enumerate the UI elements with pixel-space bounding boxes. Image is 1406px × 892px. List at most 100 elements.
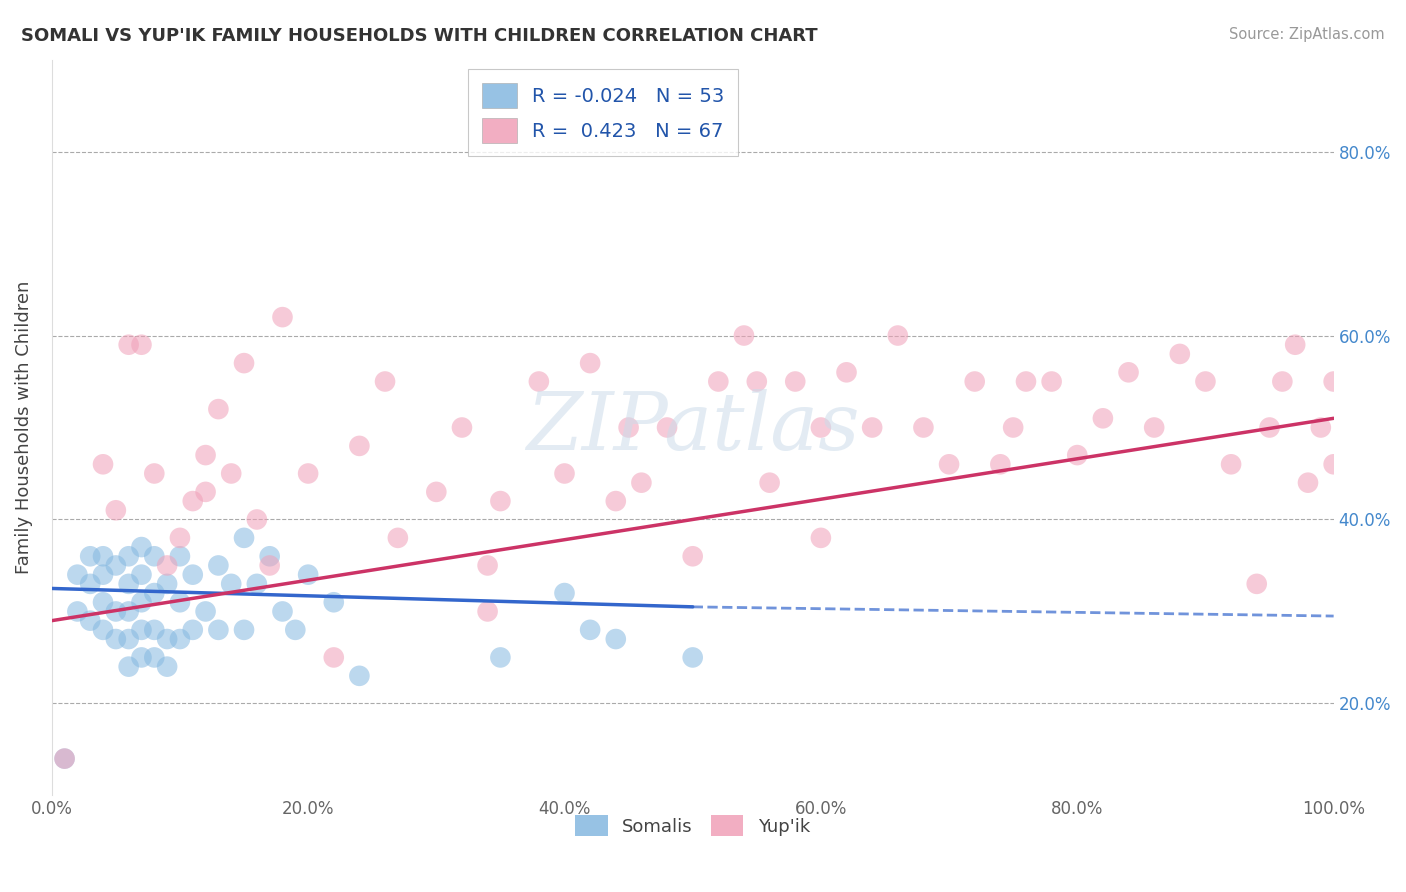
- Point: [118, 577, 141, 591]
- Point: [207, 558, 229, 573]
- Point: [810, 420, 832, 434]
- Point: [271, 604, 294, 618]
- Point: [181, 623, 204, 637]
- Point: [79, 614, 101, 628]
- Point: [246, 512, 269, 526]
- Point: [297, 567, 319, 582]
- Point: [349, 439, 371, 453]
- Point: [387, 531, 409, 545]
- Point: [785, 375, 807, 389]
- Point: [118, 549, 141, 564]
- Point: [605, 632, 627, 646]
- Point: [758, 475, 780, 490]
- Point: [322, 650, 344, 665]
- Point: [605, 494, 627, 508]
- Point: [912, 420, 935, 434]
- Point: [860, 420, 883, 434]
- Point: [477, 604, 499, 618]
- Point: [477, 558, 499, 573]
- Point: [1015, 375, 1038, 389]
- Point: [682, 549, 704, 564]
- Point: [131, 567, 153, 582]
- Point: [143, 586, 166, 600]
- Y-axis label: Family Households with Children: Family Households with Children: [15, 281, 32, 574]
- Point: [143, 650, 166, 665]
- Point: [733, 328, 755, 343]
- Point: [938, 458, 960, 472]
- Point: [131, 623, 153, 637]
- Text: Source: ZipAtlas.com: Source: ZipAtlas.com: [1229, 27, 1385, 42]
- Point: [156, 632, 179, 646]
- Point: [682, 650, 704, 665]
- Point: [91, 595, 114, 609]
- Point: [1002, 420, 1025, 434]
- Text: ZIPatlas: ZIPatlas: [526, 389, 859, 467]
- Point: [104, 503, 127, 517]
- Point: [1066, 448, 1088, 462]
- Point: [259, 558, 281, 573]
- Point: [1091, 411, 1114, 425]
- Point: [131, 337, 153, 351]
- Point: [374, 375, 396, 389]
- Point: [579, 623, 602, 637]
- Point: [91, 623, 114, 637]
- Point: [143, 467, 166, 481]
- Point: [131, 595, 153, 609]
- Point: [1296, 475, 1319, 490]
- Point: [118, 632, 141, 646]
- Point: [118, 659, 141, 673]
- Point: [1258, 420, 1281, 434]
- Point: [1246, 577, 1268, 591]
- Point: [118, 604, 141, 618]
- Point: [835, 365, 858, 379]
- Point: [207, 623, 229, 637]
- Point: [143, 549, 166, 564]
- Point: [553, 586, 575, 600]
- Point: [233, 623, 256, 637]
- Point: [988, 458, 1011, 472]
- Point: [887, 328, 910, 343]
- Point: [810, 531, 832, 545]
- Point: [1323, 458, 1346, 472]
- Point: [489, 494, 512, 508]
- Point: [53, 751, 76, 765]
- Point: [963, 375, 986, 389]
- Point: [156, 577, 179, 591]
- Point: [91, 549, 114, 564]
- Point: [104, 604, 127, 618]
- Point: [169, 595, 191, 609]
- Point: [297, 467, 319, 481]
- Point: [169, 632, 191, 646]
- Point: [104, 558, 127, 573]
- Point: [527, 375, 550, 389]
- Point: [91, 567, 114, 582]
- Point: [131, 650, 153, 665]
- Point: [1194, 375, 1216, 389]
- Point: [79, 549, 101, 564]
- Point: [1143, 420, 1166, 434]
- Point: [655, 420, 678, 434]
- Point: [156, 558, 179, 573]
- Point: [118, 337, 141, 351]
- Point: [579, 356, 602, 370]
- Point: [284, 623, 307, 637]
- Point: [66, 604, 89, 618]
- Point: [451, 420, 474, 434]
- Point: [259, 549, 281, 564]
- Point: [1168, 347, 1191, 361]
- Point: [156, 659, 179, 673]
- Point: [169, 549, 191, 564]
- Point: [104, 632, 127, 646]
- Point: [207, 402, 229, 417]
- Point: [194, 604, 217, 618]
- Point: [53, 751, 76, 765]
- Point: [1040, 375, 1063, 389]
- Point: [79, 577, 101, 591]
- Point: [169, 531, 191, 545]
- Point: [131, 540, 153, 554]
- Text: SOMALI VS YUP'IK FAMILY HOUSEHOLDS WITH CHILDREN CORRELATION CHART: SOMALI VS YUP'IK FAMILY HOUSEHOLDS WITH …: [21, 27, 818, 45]
- Point: [66, 567, 89, 582]
- Point: [1284, 337, 1306, 351]
- Point: [425, 484, 447, 499]
- Point: [233, 356, 256, 370]
